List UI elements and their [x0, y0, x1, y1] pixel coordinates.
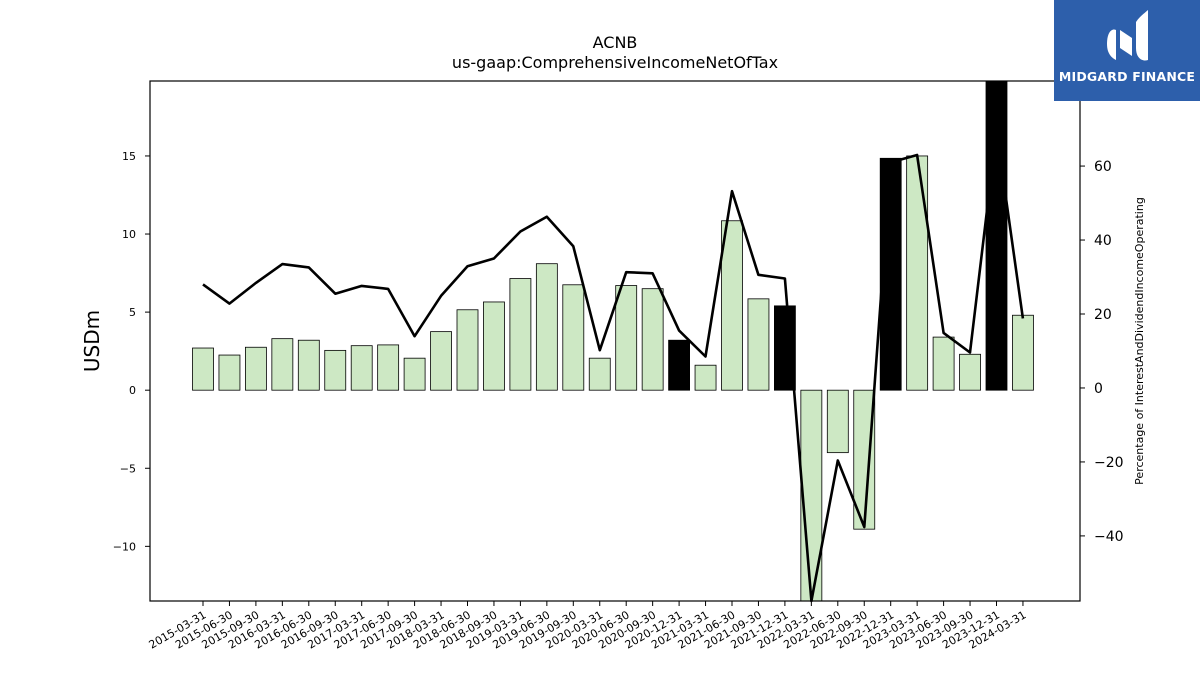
y2-tick-label: −20 — [1094, 455, 1124, 471]
bar — [192, 347, 214, 391]
midgard-logo-icon — [1107, 10, 1148, 61]
bar — [377, 344, 400, 391]
bar — [906, 155, 929, 391]
bar — [747, 298, 770, 391]
y2-tick-label: 40 — [1094, 233, 1112, 249]
y-tick-label: 15 — [122, 150, 136, 163]
y2-axis-label: Percentage of InterestAndDividendIncomeO… — [1133, 197, 1146, 485]
percentage-line — [202, 129, 1025, 603]
bar — [244, 346, 267, 391]
bar — [588, 357, 611, 391]
bar — [694, 364, 717, 391]
bar — [456, 309, 479, 391]
bar — [483, 301, 505, 391]
bar — [324, 349, 347, 391]
bar — [509, 278, 532, 391]
bar — [826, 389, 849, 454]
bar — [721, 220, 743, 391]
right-axis: −40 −20 0 20 40 60 — [1080, 159, 1124, 545]
bar — [297, 339, 320, 391]
y2-tick-label: 60 — [1094, 159, 1112, 175]
bar — [350, 345, 373, 391]
bar — [959, 353, 981, 391]
chart-subtitle: us-gaap:ComprehensiveIncomeNetOfTax — [452, 53, 778, 72]
plot-frame — [149, 80, 1081, 602]
left-axis: −10 −5 0 5 10 15 — [113, 150, 150, 553]
bar — [853, 389, 876, 530]
x-axis: 2015-03-312015-06-302015-09-302016-03-31… — [147, 601, 1028, 652]
midgard-finance-logo: MIDGARD FINANCE — [1054, 0, 1200, 101]
chart-title: ACNB — [593, 33, 638, 52]
bar — [218, 354, 241, 391]
y2-tick-label: 0 — [1094, 381, 1103, 397]
y2-tick-label: 20 — [1094, 307, 1112, 323]
y-tick-label: 5 — [129, 306, 136, 319]
bar — [1012, 314, 1034, 391]
y-tick-label: −5 — [120, 462, 136, 475]
y2-tick-label: −40 — [1094, 529, 1124, 545]
bar — [641, 288, 664, 391]
bar — [879, 157, 902, 391]
bar — [535, 263, 558, 391]
y-tick-label: 0 — [129, 384, 136, 397]
bar — [403, 357, 426, 391]
y-tick-label: 10 — [122, 228, 136, 241]
bar — [985, 80, 1008, 391]
bar — [271, 338, 294, 391]
bar — [562, 284, 585, 391]
y-tick-label: −10 — [113, 540, 136, 553]
bar — [615, 285, 638, 391]
y-axis-label: USDm — [80, 310, 104, 372]
bar — [668, 339, 690, 391]
bar — [932, 336, 955, 391]
logo-brand-text: MIDGARD FINANCE — [1058, 69, 1196, 84]
bar — [430, 331, 452, 391]
